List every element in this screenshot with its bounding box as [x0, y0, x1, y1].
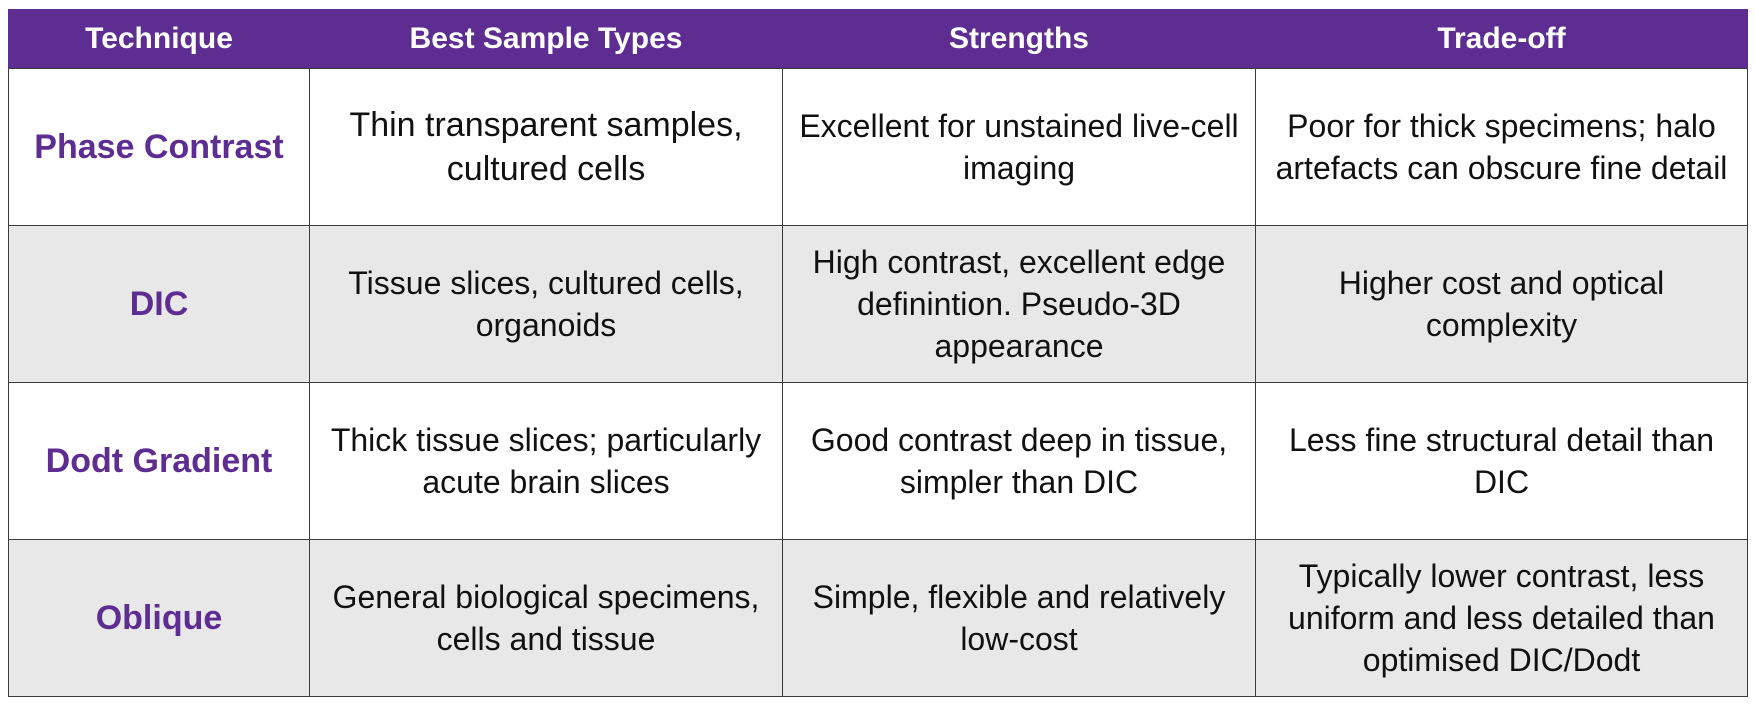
- samples-cell: Thin transparent samples, cultured cells: [309, 68, 783, 226]
- header-row: Technique Best Sample Types Strengths Tr…: [8, 9, 1748, 69]
- tradeoff-cell: Typically lower contrast, less uniform a…: [1255, 539, 1748, 697]
- microscopy-technique-comparison-table: Technique Best Sample Types Strengths Tr…: [8, 9, 1748, 697]
- strengths-cell: High contrast, excellent edge definintio…: [782, 225, 1256, 383]
- header-technique: Technique: [8, 9, 310, 69]
- strengths-cell: Good contrast deep in tissue, simpler th…: [782, 382, 1256, 540]
- technique-cell: Dodt Gradient: [8, 382, 310, 540]
- technique-cell: Oblique: [8, 539, 310, 697]
- table-row: Phase Contrast Thin transparent samples,…: [8, 68, 1748, 226]
- technique-cell: Phase Contrast: [8, 68, 310, 226]
- header-best-sample-types: Best Sample Types: [309, 9, 783, 69]
- table-row: Oblique General biological specimens, ce…: [8, 539, 1748, 697]
- table-header: Technique Best Sample Types Strengths Tr…: [8, 9, 1748, 69]
- header-strengths: Strengths: [782, 9, 1256, 69]
- strengths-cell: Excellent for unstained live-cell imagin…: [782, 68, 1256, 226]
- tradeoff-cell: Less fine structural detail than DIC: [1255, 382, 1748, 540]
- tradeoff-cell: Higher cost and optical complexity: [1255, 225, 1748, 383]
- comparison-table-container: Technique Best Sample Types Strengths Tr…: [8, 9, 1748, 697]
- strengths-cell: Simple, flexible and relatively low-cost: [782, 539, 1256, 697]
- header-trade-off: Trade-off: [1255, 9, 1748, 69]
- samples-cell: Thick tissue slices; particularly acute …: [309, 382, 783, 540]
- samples-cell: Tissue slices, cultured cells, organoids: [309, 225, 783, 383]
- samples-cell: General biological specimens, cells and …: [309, 539, 783, 697]
- table-row: DIC Tissue slices, cultured cells, organ…: [8, 225, 1748, 383]
- table-body: Phase Contrast Thin transparent samples,…: [8, 68, 1748, 697]
- table-row: Dodt Gradient Thick tissue slices; parti…: [8, 382, 1748, 540]
- technique-cell: DIC: [8, 225, 310, 383]
- tradeoff-cell: Poor for thick specimens; halo artefacts…: [1255, 68, 1748, 226]
